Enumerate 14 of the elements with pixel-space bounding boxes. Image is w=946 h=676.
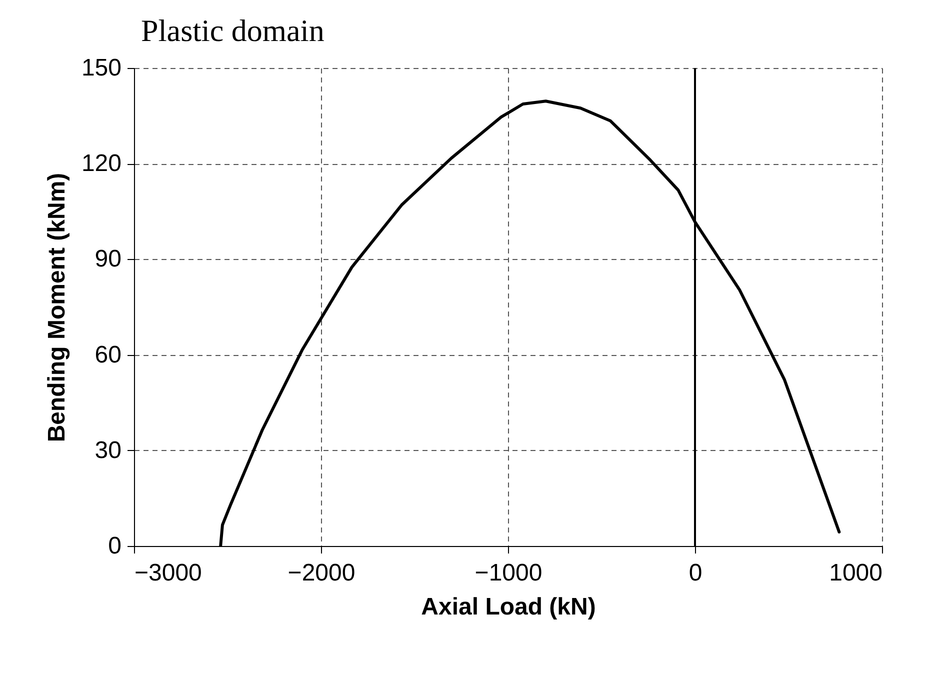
x-tick-label: −1000 <box>474 560 542 586</box>
y-tick-label: 60 <box>94 341 122 368</box>
x-tick-label: −2000 <box>288 560 356 586</box>
x-tick-label: 0 <box>688 560 702 586</box>
y-tick-label: 0 <box>108 532 122 560</box>
x-tick-label: −3000 <box>134 560 202 586</box>
y-tick-label: 90 <box>94 246 122 273</box>
y-axis-title: Bending Moment (kNm) <box>43 172 70 442</box>
y-tick-label: 30 <box>94 436 122 464</box>
chart-title: Plastic domain <box>140 13 325 48</box>
y-tick-label: 120 <box>81 150 122 178</box>
y-tick-label: 150 <box>81 54 122 82</box>
x-tick-label: 1000 <box>829 560 882 586</box>
x-axis-title: Axial Load (kN) <box>421 594 596 620</box>
